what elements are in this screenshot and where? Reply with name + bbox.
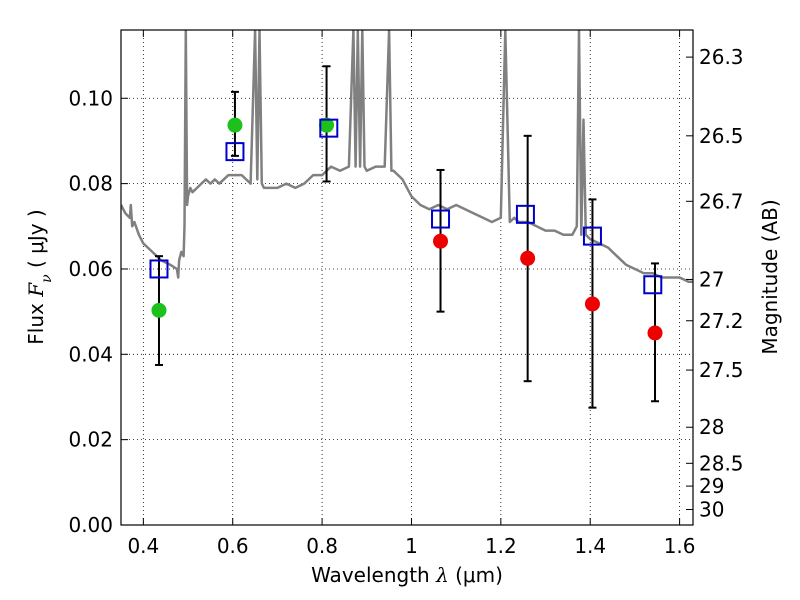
red-point bbox=[433, 233, 449, 249]
x-tick-label: 1.6 bbox=[664, 534, 696, 558]
magnitude-tick-label: 28 bbox=[699, 415, 724, 439]
y-tick-label: 0.04 bbox=[68, 342, 113, 366]
magnitude-tick-label: 29 bbox=[699, 474, 724, 498]
magnitude-tick-label: 26.3 bbox=[699, 45, 744, 69]
magnitude-tick-label: 26.7 bbox=[699, 189, 744, 213]
axis-ticks: 0.4 0.6 0.8 1 1.2 1.4 1.6 0.00 0.02 0.04 0.06 0.08 0… bbox=[68, 30, 744, 558]
x-tick-label: 1.2 bbox=[485, 534, 517, 558]
x-tick-label: 0.6 bbox=[217, 534, 249, 558]
magnitude-axis-label: Magnitude (AB) bbox=[758, 199, 782, 354]
magnitude-tick-label: 26.5 bbox=[699, 124, 744, 148]
sed-template-line bbox=[121, 30, 693, 284]
plot-background bbox=[121, 30, 693, 525]
y-tick-label: 0.06 bbox=[68, 257, 113, 281]
model-flux-square bbox=[582, 226, 602, 246]
y-tick-label: 0.08 bbox=[68, 172, 113, 196]
x-tick-label: 0.4 bbox=[127, 534, 159, 558]
y-tick-label: 0.00 bbox=[68, 513, 113, 537]
x-tick-label: 0.8 bbox=[306, 534, 338, 558]
magnitude-tick-label: 27.5 bbox=[699, 358, 744, 382]
x-axis-label: Wavelength λ (μm) bbox=[311, 563, 503, 587]
magnitude-tick-label: 27 bbox=[699, 267, 724, 291]
red-point bbox=[647, 325, 663, 341]
model-flux-square bbox=[319, 118, 339, 138]
y-axis-label: Flux Fν ( μJy ) bbox=[24, 209, 55, 344]
red-point bbox=[584, 296, 600, 312]
magnitude-tick-label: 27.2 bbox=[699, 309, 744, 333]
green-point bbox=[151, 302, 167, 318]
plot-area bbox=[121, 30, 693, 409]
model-flux-square bbox=[225, 142, 245, 162]
x-tick-label: 1 bbox=[405, 534, 418, 558]
x-tick-label: 1.4 bbox=[574, 534, 606, 558]
plot-frame bbox=[120, 29, 694, 526]
magnitude-tick-label: 30 bbox=[699, 498, 724, 522]
red-point bbox=[520, 250, 536, 266]
y-tick-label: 0.02 bbox=[68, 428, 113, 452]
model-flux-square bbox=[515, 204, 535, 224]
model-flux-square bbox=[149, 259, 169, 279]
green-point bbox=[319, 117, 335, 133]
magnitude-tick-label: 28.5 bbox=[699, 451, 744, 475]
model-flux-square bbox=[643, 275, 663, 295]
model-flux-square bbox=[431, 209, 451, 229]
green-point bbox=[227, 117, 243, 133]
y-tick-label: 0.10 bbox=[68, 86, 113, 110]
